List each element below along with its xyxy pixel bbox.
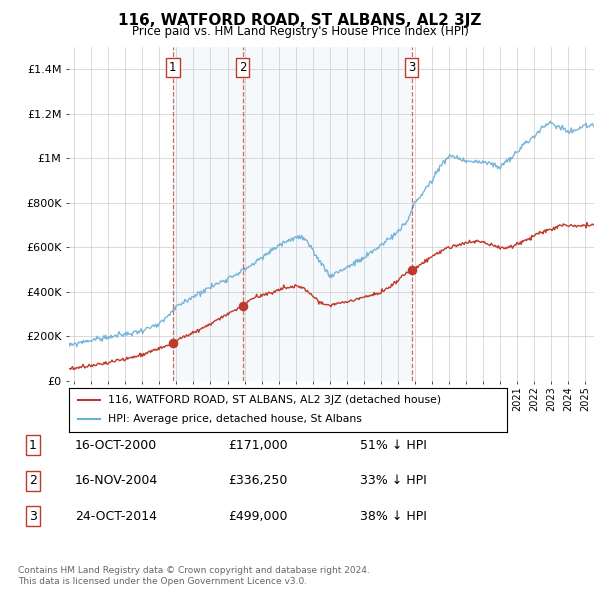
Point (238, 301, 247, 310)
Text: 1: 1 (169, 61, 176, 74)
Text: 2: 2 (239, 61, 246, 74)
Text: 33% ↓ HPI: 33% ↓ HPI (360, 474, 427, 487)
Text: 1: 1 (29, 439, 37, 452)
Bar (173, 47, 242, 381)
Text: 38% ↓ HPI: 38% ↓ HPI (360, 510, 427, 523)
Text: £499,000: £499,000 (228, 510, 287, 523)
Text: £171,000: £171,000 (228, 439, 287, 452)
Text: 3: 3 (29, 510, 37, 523)
Bar (242, 47, 412, 381)
Text: 16-OCT-2000: 16-OCT-2000 (75, 439, 157, 452)
Text: 3: 3 (408, 61, 415, 74)
Text: HPI: Average price, detached house, St Albans: HPI: Average price, detached house, St A… (109, 415, 362, 424)
Text: 24-OCT-2014: 24-OCT-2014 (75, 510, 157, 523)
Text: Contains HM Land Registry data © Crown copyright and database right 2024.
This d: Contains HM Land Registry data © Crown c… (18, 566, 370, 586)
Point (407, 265, 416, 274)
Text: Price paid vs. HM Land Registry's House Price Index (HPI): Price paid vs. HM Land Registry's House … (131, 25, 469, 38)
Point (168, 338, 178, 348)
Text: £336,250: £336,250 (228, 474, 287, 487)
Text: 116, WATFORD ROAD, ST ALBANS, AL2 3JZ: 116, WATFORD ROAD, ST ALBANS, AL2 3JZ (118, 13, 482, 28)
Text: 116, WATFORD ROAD, ST ALBANS, AL2 3JZ (detached house): 116, WATFORD ROAD, ST ALBANS, AL2 3JZ (d… (109, 395, 442, 405)
Text: 2: 2 (29, 474, 37, 487)
Text: 51% ↓ HPI: 51% ↓ HPI (360, 439, 427, 452)
Text: 16-NOV-2004: 16-NOV-2004 (75, 474, 158, 487)
